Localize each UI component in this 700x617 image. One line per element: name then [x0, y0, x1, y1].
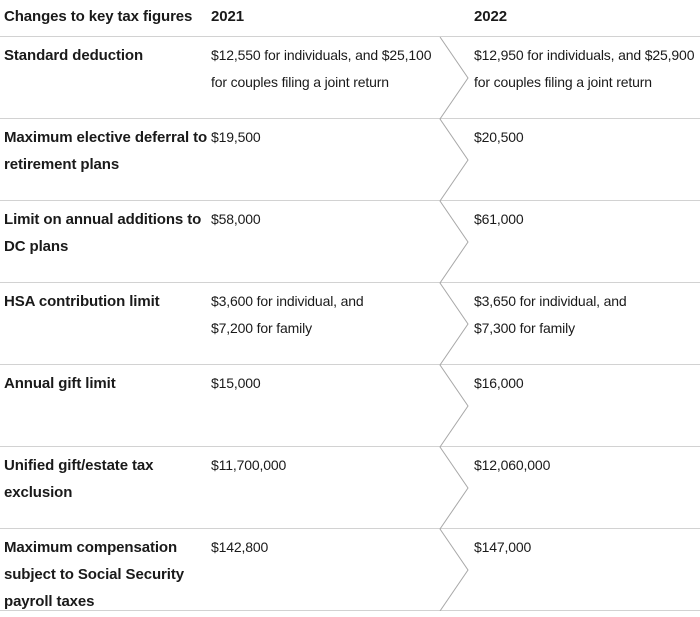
- value-2021: $3,600 for individual, and $7,200 for fa…: [211, 293, 364, 336]
- row-label: Limit on annual additions to DC plans: [4, 211, 202, 255]
- row-label: Unified gift/estate tax exclusion: [4, 457, 154, 501]
- row-label: Standard deduction: [4, 47, 144, 64]
- row-label: HSA contribution limit: [4, 293, 160, 310]
- value-2021: $58,000: [211, 211, 261, 227]
- row-label: Maximum elective deferral to retirement …: [4, 129, 208, 173]
- value-2022: $3,650 for individual, and $7,300 for fa…: [474, 293, 627, 336]
- table-row: Unified gift/estate tax exclusion $11,70…: [0, 447, 700, 529]
- value-2021: $11,700,000: [211, 457, 287, 473]
- value-2021: $142,800: [211, 539, 269, 555]
- value-2022: $20,500: [474, 129, 524, 145]
- table-header-2021: 2021: [211, 8, 244, 25]
- table-row: Standard deduction $12,550 for individua…: [0, 37, 700, 119]
- table-row: HSA contribution limit $3,600 for indivi…: [0, 283, 700, 365]
- value-2022: $12,950 for individuals, and $25,900 for…: [474, 47, 695, 90]
- table-header-2022: 2022: [474, 8, 507, 25]
- table-header-row: Changes to key tax figures 2021 2022: [0, 0, 700, 37]
- value-2021: $19,500: [211, 129, 261, 145]
- value-2022: $61,000: [474, 211, 524, 227]
- table-row: Annual gift limit $15,000 $16,000: [0, 365, 700, 447]
- table-row: Maximum compensation subject to Social S…: [0, 529, 700, 611]
- value-2022: $12,060,000: [474, 457, 551, 473]
- value-2022: $16,000: [474, 375, 524, 391]
- table-row: Limit on annual additions to DC plans $5…: [0, 201, 700, 283]
- row-label: Maximum compensation subject to Social S…: [4, 539, 184, 610]
- value-2022: $147,000: [474, 539, 532, 555]
- table-header-label: Changes to key tax figures: [4, 8, 193, 25]
- table-row: Maximum elective deferral to retirement …: [0, 119, 700, 201]
- value-2021: $15,000: [211, 375, 261, 391]
- row-label: Annual gift limit: [4, 375, 116, 392]
- value-2021: $12,550 for individuals, and $25,100 for…: [211, 47, 432, 90]
